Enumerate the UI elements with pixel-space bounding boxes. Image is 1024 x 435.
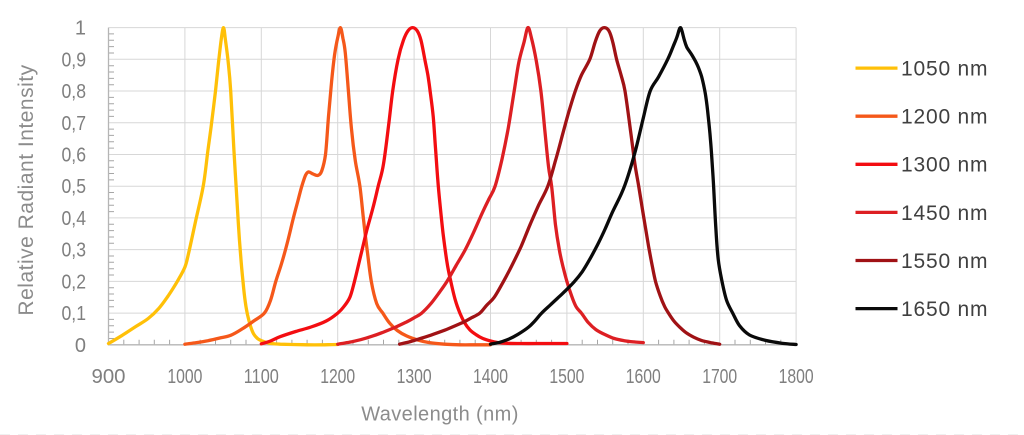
svg-text:1000: 1000 bbox=[167, 366, 202, 388]
svg-text:1500: 1500 bbox=[549, 366, 584, 388]
svg-text:0,4: 0,4 bbox=[62, 208, 87, 230]
svg-text:1300: 1300 bbox=[397, 366, 432, 388]
svg-text:1400: 1400 bbox=[473, 366, 508, 388]
svg-text:0,7: 0,7 bbox=[62, 113, 87, 135]
svg-text:Relative Radiant Intensity: Relative Radiant Intensity bbox=[15, 64, 38, 315]
svg-text:1550 nm: 1550 nm bbox=[901, 250, 988, 273]
svg-text:0,8: 0,8 bbox=[62, 81, 87, 103]
svg-text:0,1: 0,1 bbox=[62, 303, 87, 325]
svg-text:0,9: 0,9 bbox=[62, 49, 87, 71]
svg-text:1800: 1800 bbox=[779, 366, 814, 388]
svg-text:1100: 1100 bbox=[244, 366, 279, 388]
svg-text:1: 1 bbox=[75, 18, 86, 40]
svg-text:Wavelength (nm): Wavelength (nm) bbox=[361, 404, 519, 426]
svg-text:0,3: 0,3 bbox=[62, 240, 87, 262]
svg-text:1300 nm: 1300 nm bbox=[901, 154, 988, 177]
svg-text:0,2: 0,2 bbox=[62, 271, 87, 293]
svg-text:1200: 1200 bbox=[320, 366, 355, 388]
svg-text:0,5: 0,5 bbox=[62, 176, 87, 198]
svg-text:0,6: 0,6 bbox=[62, 145, 87, 167]
svg-text:1050 nm: 1050 nm bbox=[901, 58, 988, 81]
svg-text:1200 nm: 1200 nm bbox=[901, 106, 988, 129]
svg-text:0: 0 bbox=[75, 335, 86, 357]
svg-text:1600: 1600 bbox=[626, 366, 661, 388]
svg-text:1650 nm: 1650 nm bbox=[901, 298, 988, 321]
svg-text:1700: 1700 bbox=[702, 366, 737, 388]
svg-text:900: 900 bbox=[92, 366, 126, 388]
svg-text:1450 nm: 1450 nm bbox=[901, 202, 988, 225]
